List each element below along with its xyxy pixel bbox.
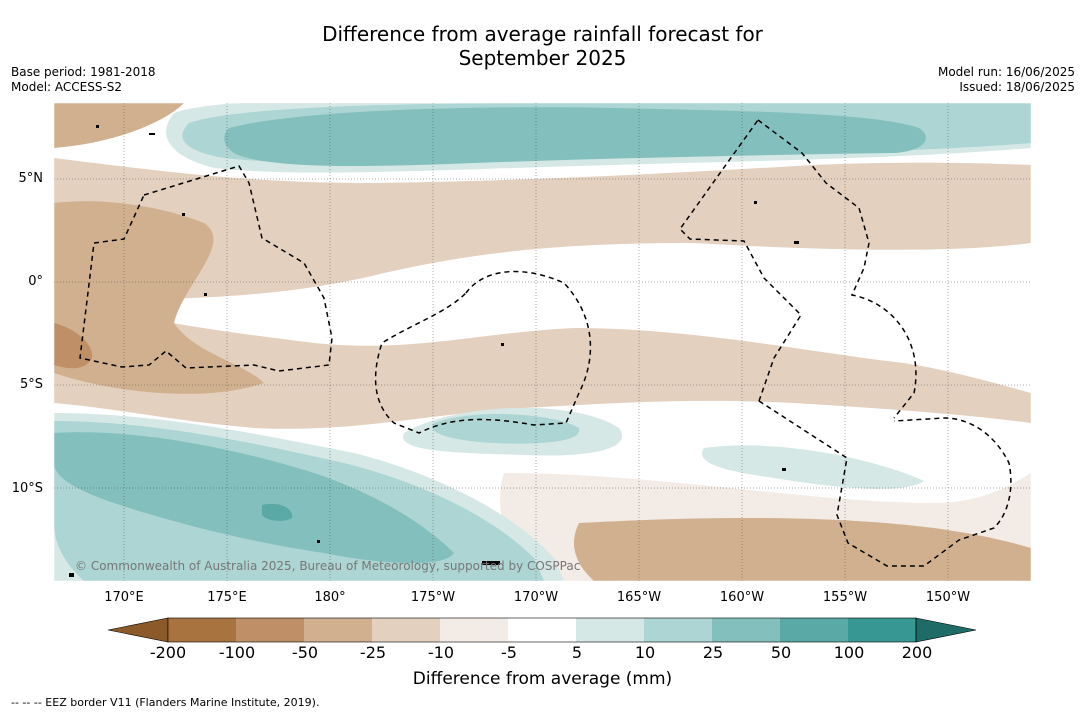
wet-band-southwest-core xyxy=(54,432,454,564)
wet-patch-south-central-inner xyxy=(432,413,580,444)
wet-patch-southeast xyxy=(702,445,924,489)
eez-kiribati-phoenix xyxy=(374,270,592,434)
title-line-2: September 2025 xyxy=(458,46,627,70)
colorbar-extend-low xyxy=(108,617,169,643)
eez-kiribati-gilberts xyxy=(79,165,333,372)
colorbar-segment xyxy=(780,618,848,642)
island-marker xyxy=(794,241,799,244)
colorbar-segment xyxy=(644,618,712,642)
graticule xyxy=(54,103,1031,581)
dry-patch-southeast xyxy=(574,518,1031,581)
island-marker xyxy=(782,468,786,471)
island-marker xyxy=(182,213,185,216)
eez-french-polynesia xyxy=(758,400,1012,567)
island-marker xyxy=(149,133,155,135)
colorbar-label: 200 xyxy=(901,643,933,662)
colorbar-segment xyxy=(304,618,372,642)
colorbar-title: Difference from average (mm) xyxy=(412,669,673,689)
colorbar-segment xyxy=(440,618,508,642)
rainfall-anomaly-map xyxy=(54,103,1031,581)
dry-patch-far-west xyxy=(54,323,93,369)
lat-tick: 5°S xyxy=(19,377,43,392)
lon-tick: 160°W xyxy=(719,590,765,605)
colorbar-segment xyxy=(236,618,304,642)
dry-patch-west xyxy=(54,201,264,394)
island-marker xyxy=(754,201,757,204)
colorbar-segment xyxy=(508,618,576,642)
model-run: Model run: 16/06/2025 xyxy=(937,65,1075,79)
eez-borders xyxy=(79,119,1012,567)
lon-tick: 170°W xyxy=(513,590,559,605)
lon-tick: 175°E xyxy=(207,590,247,605)
colorbar-label: -100 xyxy=(218,643,256,662)
lat-tick: 10°S xyxy=(11,481,43,496)
dry-band-upper xyxy=(54,158,1031,300)
colorbar-label: -200 xyxy=(149,643,187,662)
island-marker xyxy=(204,293,207,296)
colorbar-segment xyxy=(372,618,440,642)
issued-date: Issued: 18/06/2025 xyxy=(959,80,1075,94)
colorbar-label: 100 xyxy=(833,643,865,662)
lon-tick: 150°W xyxy=(925,590,971,605)
colorbar xyxy=(108,617,977,643)
colorbar-frame xyxy=(167,617,917,643)
dry-band-central xyxy=(54,298,1031,429)
island-marker xyxy=(69,573,74,577)
colorbar-label: 50 xyxy=(770,643,792,662)
colorbar-segment xyxy=(168,618,236,642)
colorbar-label: -10 xyxy=(427,643,455,662)
island-marker xyxy=(482,561,500,565)
lon-tick: 165°W xyxy=(616,590,662,605)
lon-tick: 170°E xyxy=(104,590,144,605)
base-period: Base period: 1981-2018 xyxy=(11,65,156,79)
lat-tick: 5°N xyxy=(18,171,44,186)
island-marker xyxy=(96,125,99,128)
colorbar-extend-high xyxy=(915,617,977,643)
wet-patch-southwest-dark xyxy=(262,503,293,521)
lat-tick: 0° xyxy=(28,274,43,289)
colorbar-label: 5 xyxy=(571,643,583,662)
island-outlines xyxy=(69,125,799,577)
lon-tick: 175°W xyxy=(410,590,456,605)
dry-patch-northwest xyxy=(54,103,184,148)
copyright-notice: © Commonwealth of Australia 2025, Bureau… xyxy=(75,559,581,573)
colorbar-label: -5 xyxy=(501,643,517,662)
lon-tick: 180° xyxy=(314,590,346,605)
colorbar-segment xyxy=(576,618,644,642)
eez-kiribati-line-islands xyxy=(679,119,917,419)
title-line-1: Difference from average rainfall forecas… xyxy=(322,22,763,46)
colorbar-label: -25 xyxy=(359,643,387,662)
colorbar-label: 25 xyxy=(702,643,724,662)
lon-tick: 155°W xyxy=(822,590,868,605)
eez-footnote: -- -- -- EEZ border V11 (Flanders Marine… xyxy=(11,696,320,709)
island-marker xyxy=(317,540,320,543)
colorbar-segment xyxy=(712,618,780,642)
island-marker xyxy=(501,343,504,346)
colorbar-segment xyxy=(848,618,916,642)
wet-band-north-core xyxy=(224,107,926,166)
model-name: Model: ACCESS-S2 xyxy=(11,80,123,94)
colorbar-label: 10 xyxy=(634,643,656,662)
colorbar-label: -50 xyxy=(291,643,319,662)
